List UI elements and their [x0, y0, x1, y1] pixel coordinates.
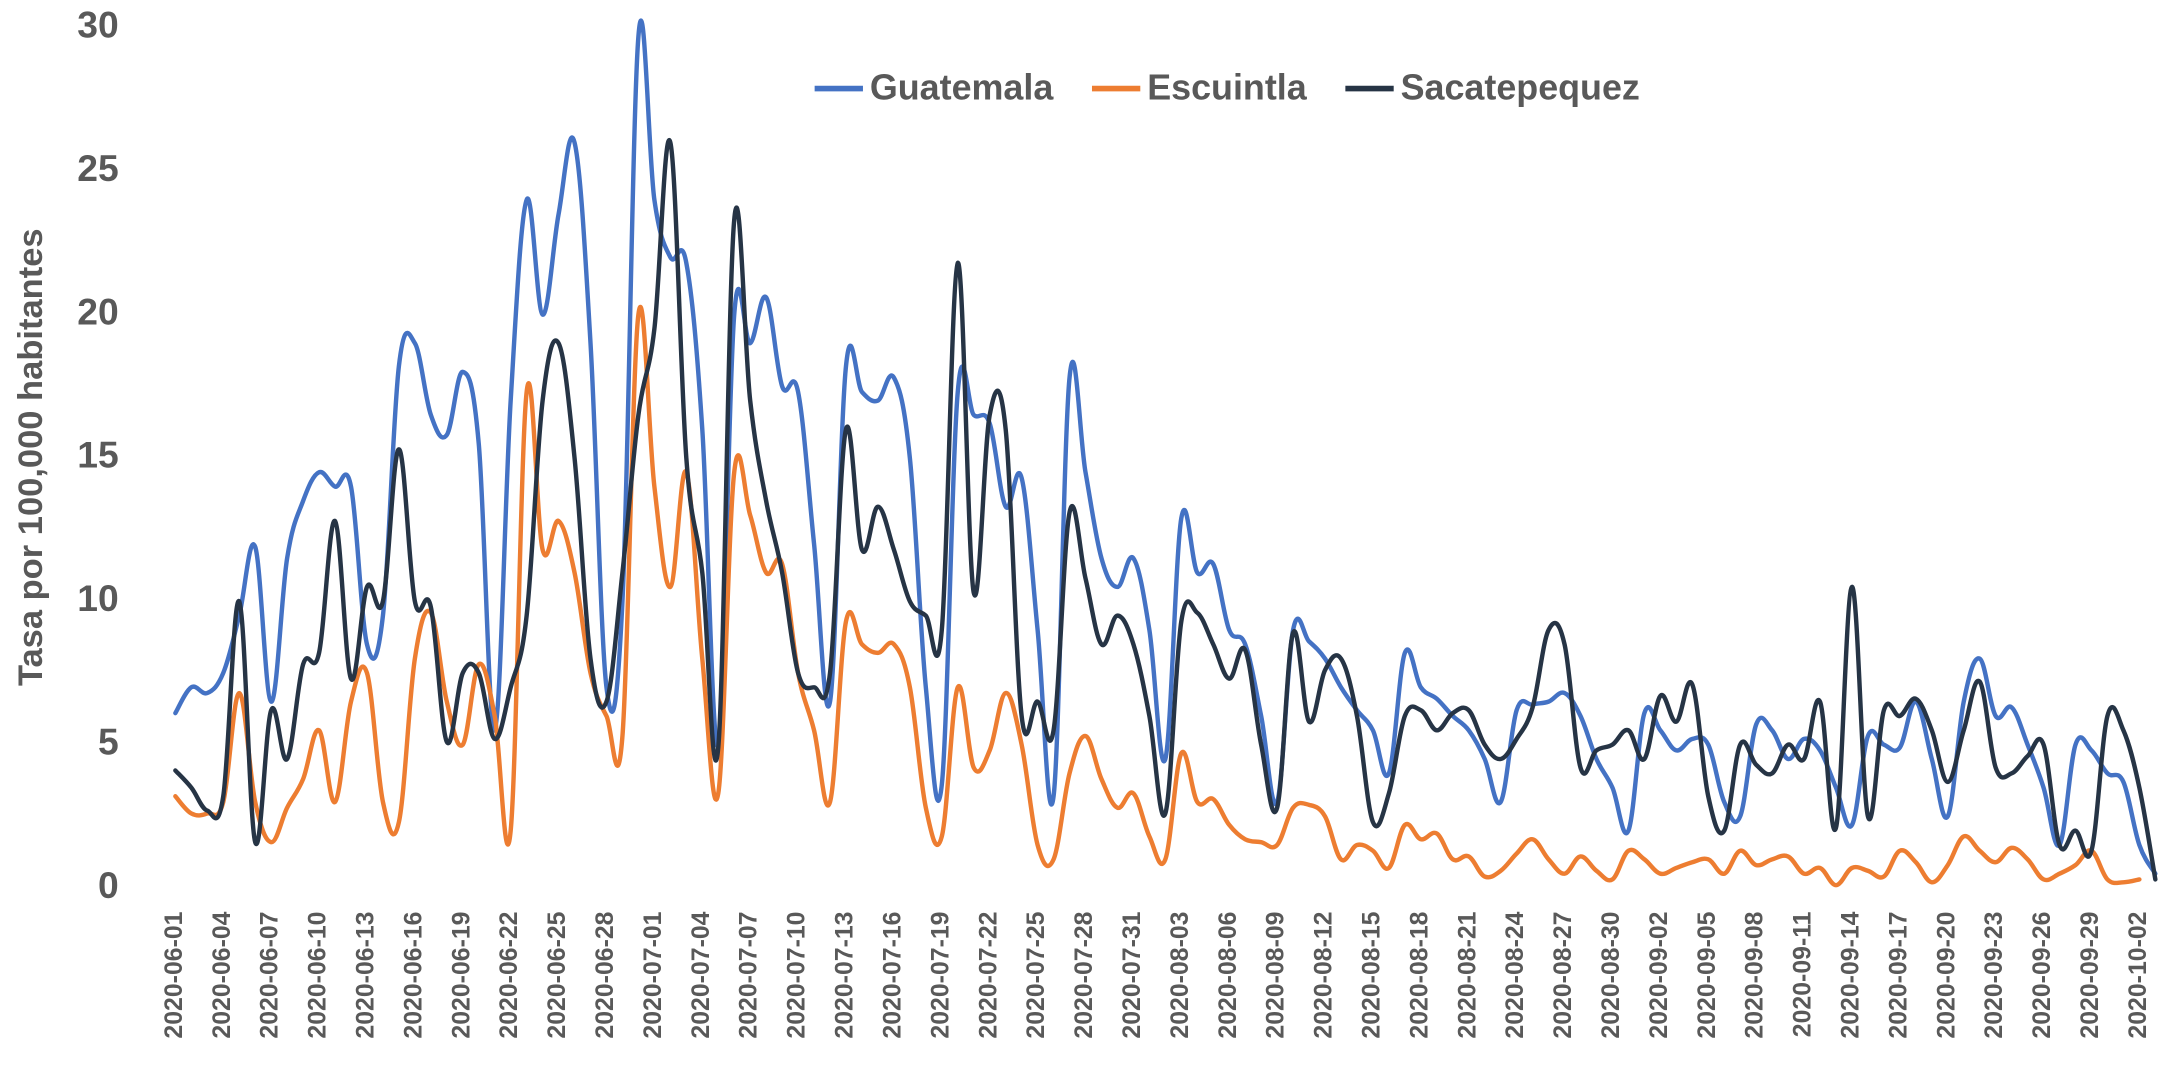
x-tick-label: 2020-07-22 — [975, 911, 1002, 1038]
x-tick-label: 2020-06-25 — [544, 911, 571, 1038]
x-tick-label: 2020-09-29 — [2077, 911, 2104, 1038]
x-tick-label: 2020-09-11 — [1790, 911, 1817, 1037]
x-tick-label: 2020-08-21 — [1454, 911, 1481, 1038]
data-line — [173, 304, 2142, 888]
y-tick-label: 15 — [77, 434, 118, 476]
legend-label: Sacatepequez — [1401, 67, 1640, 107]
x-tick-label: 2020-08-12 — [1311, 911, 1338, 1038]
x-tick-label: 2020-09-23 — [1981, 911, 2008, 1038]
x-tick-label: 2020-06-07 — [257, 911, 284, 1038]
x-tick-label: 2020-07-04 — [688, 911, 715, 1038]
data-line — [173, 138, 2158, 882]
x-tick-label: 2020-07-07 — [736, 911, 763, 1038]
x-tick-label: 2020-07-19 — [927, 911, 954, 1038]
x-tick-label: 2020-08-03 — [1167, 911, 1194, 1038]
x-tick-label: 2020-07-01 — [640, 911, 667, 1038]
x-tick-label: 2020-07-16 — [879, 911, 906, 1038]
x-tick-label: 2020-08-09 — [1263, 911, 1290, 1038]
x-tick-label: 2020-09-20 — [1933, 911, 1960, 1038]
y-tick-label: 10 — [77, 577, 118, 619]
y-tick-label: 0 — [98, 864, 119, 906]
x-tick-label: 2020-09-14 — [1838, 911, 1865, 1038]
x-tick-label: 2020-06-16 — [400, 911, 427, 1038]
x-tick-label: 2020-09-08 — [1742, 911, 1769, 1038]
x-tick-label: 2020-07-25 — [1023, 911, 1050, 1038]
x-tick-label: 2020-06-19 — [448, 911, 475, 1038]
x-tick-label: 2020-07-10 — [784, 911, 811, 1038]
x-tick-label: 2020-07-31 — [1119, 911, 1146, 1038]
x-tick-label: 2020-06-01 — [161, 911, 188, 1038]
x-tick-label: 2020-06-22 — [496, 911, 523, 1038]
x-tick-label: 2020-09-05 — [1694, 911, 1721, 1038]
x-tick-label: 2020-06-13 — [353, 911, 380, 1038]
y-tick-label: 30 — [77, 4, 118, 46]
x-tick-label: 2020-10-02 — [2125, 911, 2152, 1038]
legend-label: Escuintla — [1147, 67, 1308, 107]
x-tick-label: 2020-09-02 — [1646, 911, 1673, 1038]
x-tick-label: 2020-06-28 — [592, 911, 619, 1038]
x-tick-label: 2020-06-10 — [305, 911, 332, 1038]
legend-label: Guatemala — [870, 67, 1054, 107]
y-tick-label: 25 — [77, 147, 118, 189]
y-tick-label: 5 — [98, 720, 119, 762]
y-axis-title: Tasa por 100,000 habitantes — [12, 228, 50, 686]
x-tick-label: 2020-08-27 — [1550, 911, 1577, 1038]
x-tick-label: 2020-06-04 — [209, 911, 236, 1038]
x-tick-label: 2020-08-24 — [1502, 911, 1529, 1038]
data-line — [173, 18, 2158, 876]
y-tick-label: 20 — [77, 290, 118, 332]
x-tick-label: 2020-08-06 — [1215, 911, 1242, 1038]
x-tick-label: 2020-09-26 — [2029, 911, 2056, 1038]
x-tick-label: 2020-07-28 — [1071, 911, 1098, 1038]
x-tick-label: 2020-08-18 — [1406, 911, 1433, 1038]
x-tick-label: 2020-08-30 — [1598, 911, 1625, 1038]
x-tick-label: 2020-07-13 — [832, 911, 859, 1038]
x-tick-label: 2020-09-17 — [1885, 911, 1912, 1038]
x-tick-label: 2020-08-15 — [1358, 911, 1385, 1038]
